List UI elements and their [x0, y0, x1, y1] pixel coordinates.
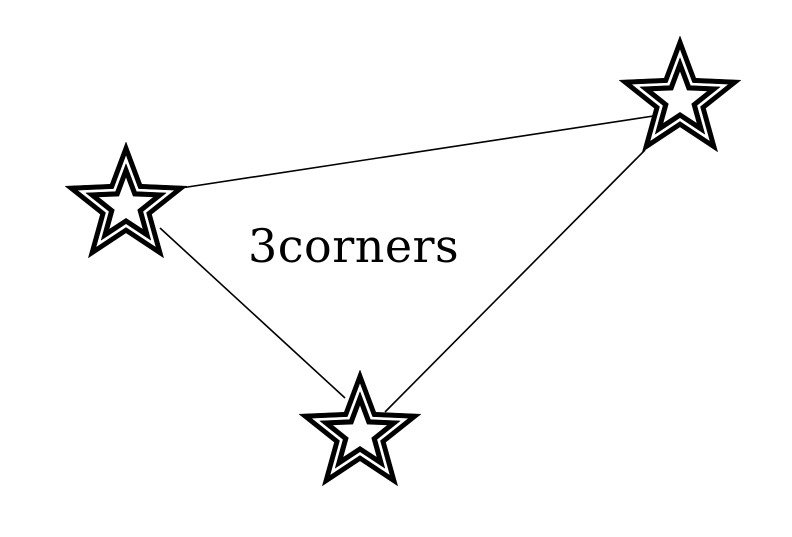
- star-layer: [648, 66, 712, 127]
- star-layer: [94, 172, 158, 233]
- line-left-to-right: [167, 114, 661, 191]
- star-icon: [64, 141, 188, 259]
- line-left-to-bottom: [159, 227, 346, 399]
- star-icon: [618, 35, 742, 153]
- connecting-lines: [159, 114, 661, 413]
- line-right-to-bottom: [384, 149, 646, 413]
- star-icon: [298, 369, 422, 487]
- wordmark: 3corners: [248, 219, 459, 273]
- star-layer: [328, 400, 392, 461]
